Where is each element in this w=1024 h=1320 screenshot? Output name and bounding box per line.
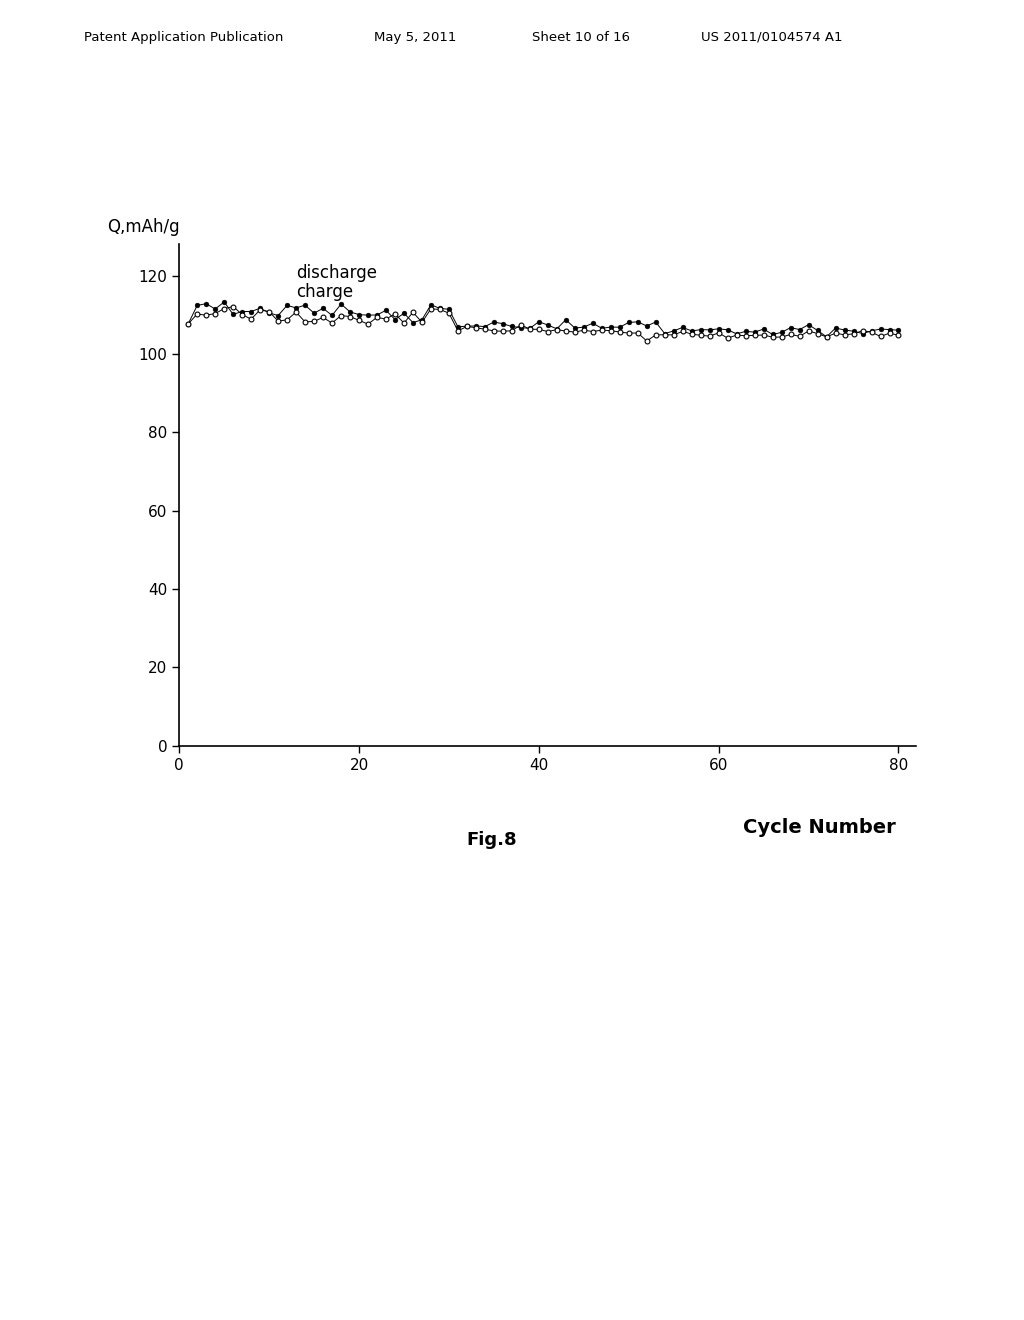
- Text: Patent Application Publication: Patent Application Publication: [84, 30, 284, 44]
- Text: Sheet 10 of 16: Sheet 10 of 16: [532, 30, 631, 44]
- Text: May 5, 2011: May 5, 2011: [374, 30, 456, 44]
- Text: discharge: discharge: [296, 264, 377, 281]
- Text: Fig.8: Fig.8: [466, 830, 517, 849]
- Text: US 2011/0104574 A1: US 2011/0104574 A1: [701, 30, 843, 44]
- Text: Cycle Number: Cycle Number: [743, 818, 896, 837]
- Text: Q,mAh/g: Q,mAh/g: [108, 218, 180, 236]
- Text: charge: charge: [296, 282, 353, 301]
